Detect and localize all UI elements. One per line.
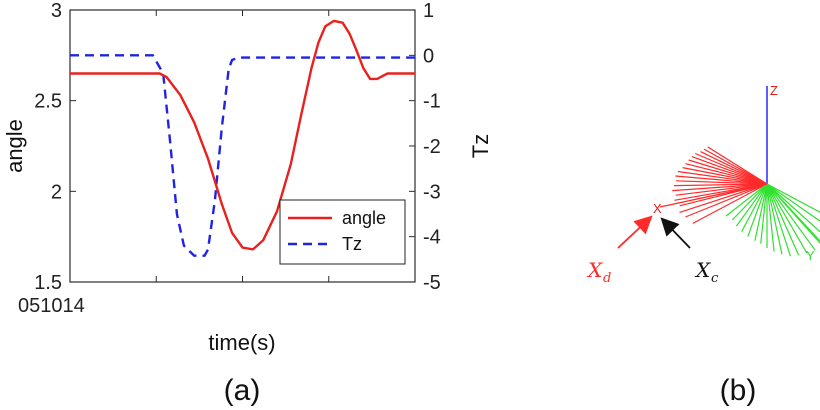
green-fan-ray [747,183,768,237]
left-y-ticks: 1.5 2 2.5 3 [34,0,76,294]
panel-a-label: (a) [224,374,261,407]
red-fan-ray [703,148,768,185]
svg-text:c: c [711,271,719,286]
z-axis-label: Z [770,83,778,98]
x-axis-line [659,183,768,208]
right-tick-label: 1 [423,0,434,22]
xc-arrow [660,217,691,249]
green-fan-ray [760,183,768,244]
red-fan-ray [694,152,768,185]
right-tick-label: -2 [423,136,441,158]
red-fan-ray [673,183,768,187]
green-fan-ray [735,183,768,227]
right-tick-label: -3 [423,181,441,203]
svg-text:X: X [586,258,603,282]
left-y-axis-label: angle [2,119,27,173]
green-fan-ray [766,183,820,233]
green-fan-ray [766,183,820,242]
green-fan-ray [766,183,808,254]
xc-symbol: X c [694,258,719,286]
red-fan-ray [682,167,768,185]
green-fan-ray [725,183,768,217]
right-tick-label: -1 [423,91,441,113]
red-fan-ray [672,183,768,192]
red-fan-ray [675,175,768,185]
red-fan-ray [677,170,768,185]
panel-b-label: (b) [720,374,757,407]
svg-text:X: X [694,258,711,282]
x-minor-ticks [155,10,330,282]
x-axis-label: time(s) [208,330,275,355]
left-tick-label: 1.5 [34,272,62,294]
red-fan-ray [685,163,768,185]
x-origin-label: 051014 [18,295,85,317]
right-tick-label: -4 [423,227,441,249]
green-fan-ray [766,183,783,255]
green-fan-ray [741,183,768,232]
right-tick-label: -5 [423,272,441,294]
left-tick-label: 2.5 [34,91,62,113]
red-fan-ray [700,151,768,185]
green-fan-ray [766,183,820,222]
series-tz-line [70,54,415,257]
right-tick-label: 0 [423,45,434,67]
legend: angle Tz [279,199,406,265]
x-axis-label-3d: X [653,201,662,216]
green-fan-ray [766,183,800,256]
pose-diagram: Z X Y X d X c (b) [586,83,820,407]
right-y-axis-label: Tz [468,134,493,158]
y-axis-label-3d: Y [806,248,815,263]
legend-angle-label: angle [342,208,386,228]
red-fan-ray [688,159,768,185]
legend-tz-label: Tz [342,234,362,254]
legend-box [279,199,406,265]
green-fan-ray [766,183,816,251]
green-fan [725,183,820,257]
green-fan-ray [754,183,768,241]
red-fan-ray [707,146,768,185]
xd-arrow [617,215,653,249]
green-fan-ray [731,183,768,221]
left-tick-label: 2 [51,181,62,203]
red-fan-ray [676,180,768,185]
xd-symbol: X d [586,258,611,286]
left-tick-label: 3 [51,0,62,22]
red-fan-ray [685,183,768,218]
green-fan-ray [766,183,775,252]
green-fan-ray [766,183,792,257]
line-chart: 1.5 2 2.5 3 -5 -4 -3 -2 -1 0 1 051014 time(s) ang… [2,0,493,407]
red-fan-ray [675,183,768,196]
green-fan-ray [766,183,820,213]
red-fan-ray [692,183,768,224]
red-fan-ray [679,183,768,213]
series-angle-line [70,19,415,251]
right-y-ticks: -5 -4 -3 -2 -1 0 1 [409,0,441,294]
red-fan-ray [691,156,768,185]
svg-text:d: d [603,271,611,286]
